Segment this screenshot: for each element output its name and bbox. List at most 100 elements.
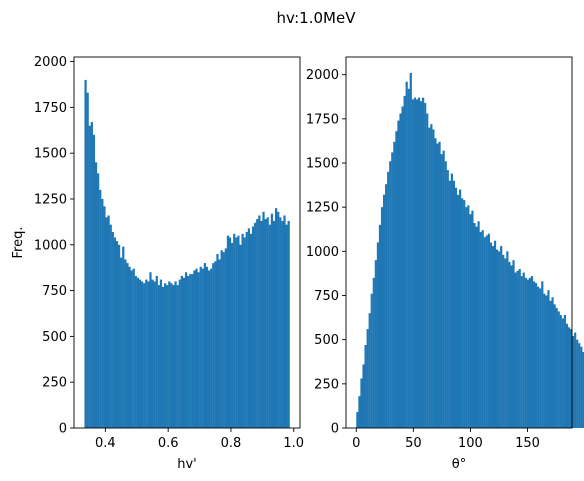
left-hist-bar [199, 266, 202, 428]
right-hist-bar [401, 106, 404, 428]
right-hist-bar [559, 314, 562, 428]
right-hist-bar [461, 198, 464, 428]
right-hist-bar [520, 276, 523, 428]
right-hist-bar [524, 277, 527, 428]
right-hist-bar [382, 194, 386, 428]
left-hist-bar [94, 162, 98, 428]
right-hist-bar [454, 187, 458, 428]
left-hist-bar [132, 268, 135, 428]
left-hist-bar [111, 231, 114, 428]
left-y-tick-label: 250 [42, 376, 67, 391]
left-hist-bar [241, 233, 244, 428]
right-hist-bar [514, 272, 517, 428]
right-hist-bar [487, 233, 490, 428]
left-hist-bar [191, 274, 194, 428]
right-hist-bar [574, 332, 577, 428]
left-hist-bar [193, 270, 196, 428]
left-x-tick-label: 0.8 [221, 436, 242, 451]
right-hist-bar [448, 180, 451, 428]
right-x-axis-label: θ° [452, 457, 466, 472]
left-hist-bar [285, 224, 288, 428]
left-hist-bar [266, 217, 269, 428]
right-hist-bar [500, 246, 503, 428]
left-hist-bar [153, 281, 156, 428]
left-hist-bar [126, 263, 129, 428]
right-hist-bar [403, 95, 406, 429]
right-hist-bar [578, 343, 581, 428]
left-hist-bar [170, 283, 173, 428]
left-hist-bar [84, 79, 87, 429]
left-hist-bar [92, 134, 96, 429]
right-hist-bar [376, 242, 380, 428]
right-hist-bar [407, 88, 410, 429]
left-y-tick-label: 500 [42, 330, 67, 345]
right-hist-bar [567, 327, 571, 428]
left-hist-bar [264, 219, 267, 428]
right-hist-bar [569, 329, 573, 428]
left-hist-bar [128, 266, 131, 428]
left-hist-bar [97, 173, 100, 428]
right-hist-bar [489, 242, 493, 428]
right-hist-bar [491, 246, 495, 428]
right-hist-bar [428, 127, 431, 429]
right-hist-bar [385, 184, 388, 428]
left-hist-bar [155, 275, 158, 428]
right-hist-bar [393, 141, 396, 429]
right-hist-bar [362, 364, 365, 428]
right-hist-bar [576, 339, 579, 428]
left-hist-bar [172, 285, 175, 428]
left-axes-frame [73, 56, 301, 429]
right-hist-bar [485, 235, 488, 428]
left-hist-bar [243, 237, 246, 428]
left-hist-bar [270, 213, 274, 428]
left-hist-bar [228, 237, 232, 428]
right-hist-bar [565, 323, 569, 428]
right-hist-bar [580, 346, 583, 428]
right-hist-bar [434, 138, 437, 428]
right-hist-bar [528, 277, 532, 428]
right-hist-bar [483, 237, 486, 428]
left-hist-bar [180, 275, 183, 428]
right-hist-bar [561, 318, 564, 428]
left-hist-bar [245, 231, 248, 428]
left-y-axis-label: Freq. [11, 227, 26, 259]
right-hist-bar [422, 97, 425, 428]
right-hist-bar [436, 143, 439, 428]
right-hist-bar [547, 290, 550, 428]
right-hist-bar [397, 120, 400, 428]
right-hist-bar [563, 314, 566, 428]
right-hist-bar [370, 293, 373, 428]
right-hist-bar [430, 124, 433, 428]
left-x-tick-label: 0.6 [158, 436, 179, 451]
right-hist-bar [405, 81, 408, 428]
left-hist-bar [99, 189, 102, 428]
right-hist-bar [419, 101, 423, 429]
right-hist-bar [417, 97, 421, 428]
left-y-tick-label: 1750 [34, 101, 67, 116]
left-hist-bar [101, 198, 104, 428]
left-hist-bar [195, 268, 198, 428]
right-hist-bar [543, 293, 546, 428]
right-hist-bar [389, 161, 392, 429]
left-hist-bar [134, 275, 137, 428]
right-y-tick-label: 500 [314, 333, 339, 348]
right-hist-bar [356, 412, 359, 428]
right-hist-bar [456, 194, 460, 428]
left-hist-bar [159, 279, 163, 428]
left-hist-bar [235, 237, 238, 428]
left-hist-bar [218, 259, 221, 428]
right-hist-bar [413, 97, 416, 428]
right-hist-bar [549, 300, 552, 428]
right-hist-bar [469, 214, 472, 428]
left-hist-bar [117, 244, 121, 428]
left-hist-bar [268, 224, 271, 428]
left-y-tick-label: 750 [42, 284, 67, 299]
right-x-tick-label: 50 [405, 436, 422, 451]
left-hist-bar [258, 215, 261, 428]
right-y-tick-label: 1500 [306, 157, 339, 172]
right-hist-bar [415, 99, 419, 429]
right-hist-bar [372, 277, 375, 428]
right-hist-bar [479, 231, 482, 428]
right-hist-bar [498, 251, 501, 428]
right-hist-bar [446, 170, 449, 428]
